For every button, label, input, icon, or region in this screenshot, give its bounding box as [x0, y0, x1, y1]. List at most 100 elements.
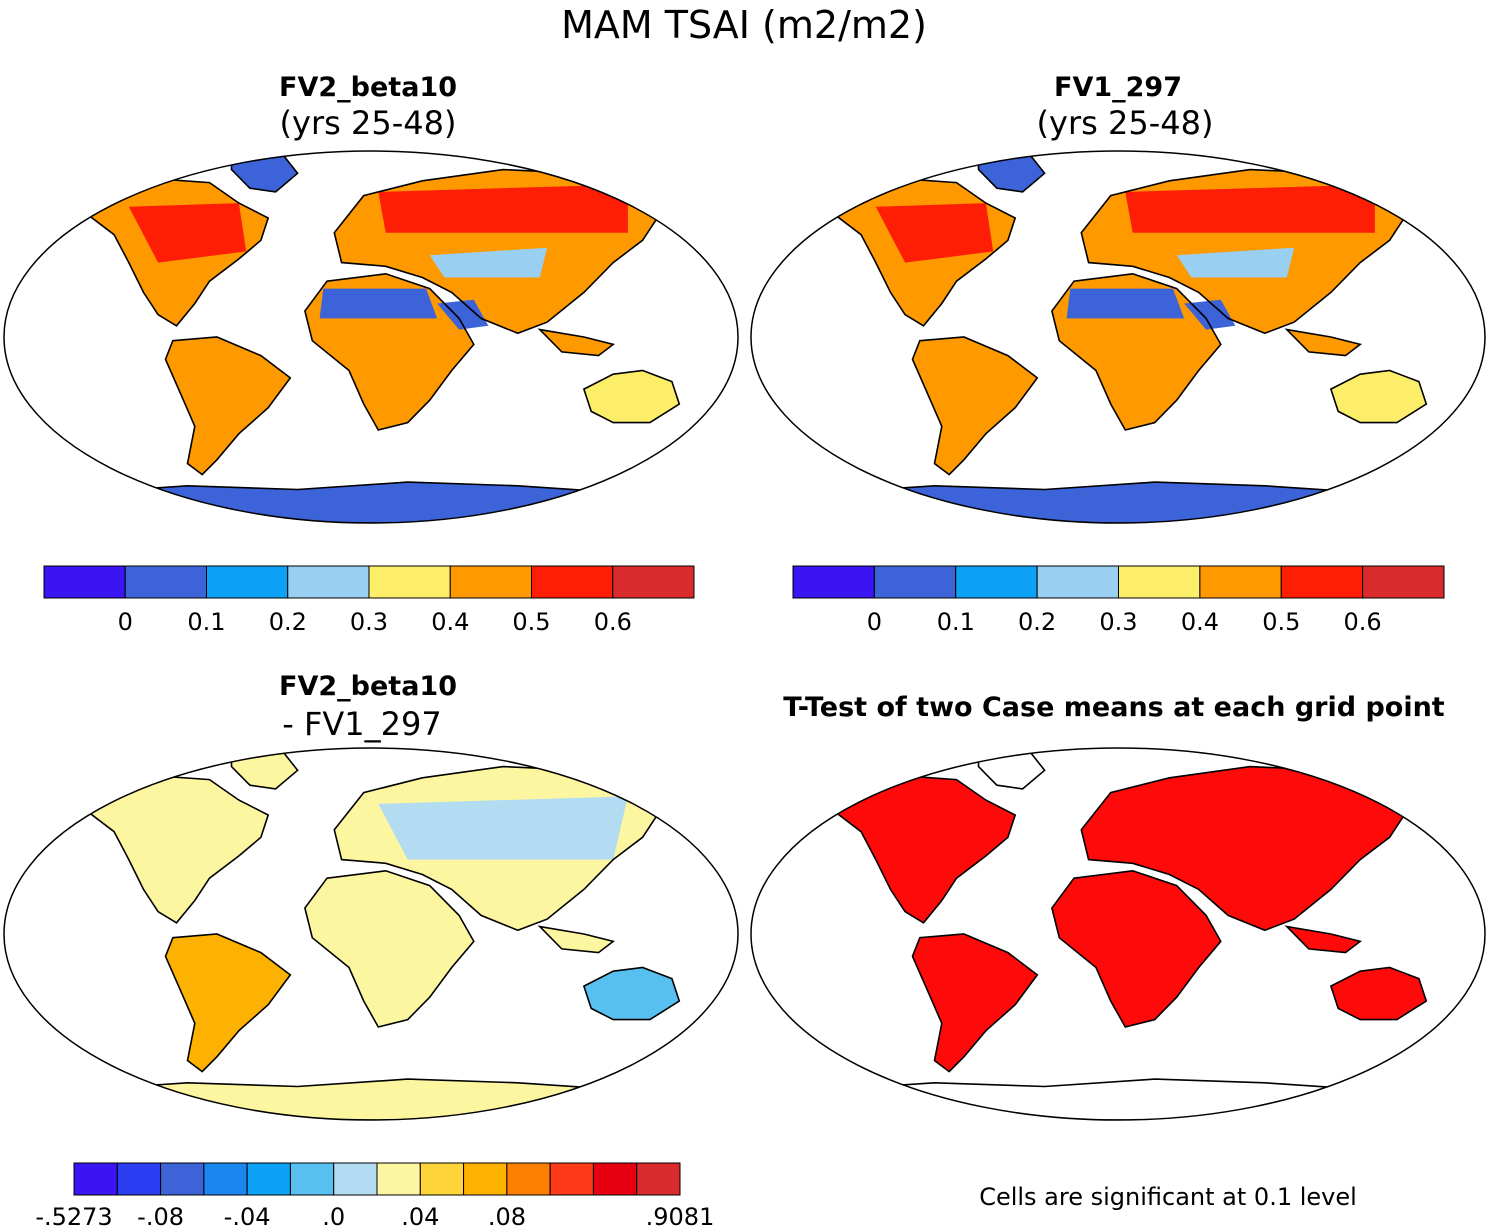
coastline-south-america [164, 336, 292, 476]
panel-subtitle-fv2: (yrs 25-48) [280, 104, 457, 142]
map-fv1 [804, 153, 1431, 523]
coastline-africa [1051, 869, 1222, 1028]
region-sahara [319, 885, 438, 916]
land-africa [1051, 870, 1221, 1027]
region-arabian-peninsula [1184, 299, 1236, 330]
colorbar-tick-label: 0.1 [937, 608, 975, 636]
coastline-australia [582, 369, 681, 424]
region-north-america [128, 203, 247, 263]
coastline-north-america [76, 178, 270, 327]
colorbar-swatch [792, 565, 875, 599]
map-border-fv2 [3, 150, 739, 524]
region-boreal-eurasia [1125, 184, 1375, 233]
region-arabian-peninsula [437, 299, 489, 330]
coastline-australia [1329, 966, 1428, 1021]
land-south-america [912, 934, 1038, 1072]
colorbar-tick-label: 0 [867, 608, 882, 636]
coastline-southeast-asia [1284, 328, 1363, 357]
ttest-footer: Cells are significant at 0.1 level [979, 1183, 1357, 1211]
panel-title-diff: FV2_beta10 [279, 671, 457, 702]
colorbar-swatch [1199, 565, 1282, 599]
coastline-antarctica [57, 1078, 684, 1120]
colorbar-tick-label: 0 [118, 608, 133, 636]
colorbar-tick-label: 0.1 [187, 608, 225, 636]
map-border-ttest [750, 747, 1486, 1121]
panel-subtitle-fv1: (yrs 25-48) [1037, 104, 1214, 142]
region-southern-africa [1110, 355, 1199, 401]
colorbar-tick-label: .04 [401, 1203, 439, 1227]
colorbar-swatch [873, 565, 957, 599]
colorbar-tick-label: 0.2 [269, 608, 307, 636]
land-southeast-asia [1286, 329, 1361, 356]
colorbar-swatch [368, 565, 451, 599]
region-antarctica [806, 482, 1430, 523]
coastline-antarctica [57, 481, 684, 523]
figure-title: MAM TSAI (m2/m2) [561, 3, 927, 47]
coastline-australia [1329, 369, 1428, 424]
coastline-africa [304, 272, 475, 431]
colorbar-fv2: 0 0.1 0.2 0.3 0.4 0.5 0.6 [43, 565, 695, 636]
colorbar-tick-label: 0.4 [431, 608, 469, 636]
colorbar-tick-label: .0 [322, 1203, 345, 1227]
region-central-asia [1176, 247, 1295, 278]
region-central-asia [429, 247, 548, 278]
colorbar-tick-label: 0.3 [1099, 608, 1137, 636]
colorbar-swatch [124, 565, 207, 599]
colorbar-swatch [955, 565, 1038, 599]
colorbar-swatch [289, 1162, 335, 1196]
colorbar-swatch [463, 1162, 508, 1196]
coastline-southeast-asia [537, 328, 616, 357]
colorbar-tick-label: 0.6 [594, 608, 632, 636]
panel-title-ttest: T-Test of two Case means at each grid po… [783, 692, 1445, 723]
colorbar-tick-label: -.08 [137, 1203, 184, 1227]
colorbar-tick-label: 0.5 [1262, 608, 1300, 636]
coastline-south-america [911, 336, 1039, 476]
region-eurasia [378, 796, 628, 860]
colorbar-tick-label: 0.3 [350, 608, 388, 636]
coastline-australia [582, 966, 681, 1021]
coastline-eurasia [333, 168, 666, 335]
panel-subtitle-diff: - FV1_297 [282, 705, 441, 743]
map-border-fv1 [750, 150, 1486, 524]
colorbar-swatch [246, 1162, 291, 1196]
region-antarctica [59, 1079, 684, 1120]
map-fv2 [57, 153, 684, 523]
colorbar-swatch [419, 1162, 465, 1196]
land-greenland [231, 751, 298, 789]
land-southeast-asia [1286, 926, 1361, 953]
region-greenland [978, 154, 1045, 192]
colorbar-swatch [549, 1162, 594, 1196]
colorbar-swatch [160, 1162, 205, 1196]
nonsignificant-greenland [978, 751, 1045, 789]
colorbar-swatch [43, 565, 126, 599]
region-australia [583, 370, 680, 423]
colorbar-swatch [1362, 565, 1445, 599]
colorbar-swatch [333, 1162, 378, 1196]
coastline-north-america [823, 178, 1017, 327]
coastline-antarctica [804, 1078, 1431, 1120]
colorbar-swatch [612, 565, 695, 599]
region-antarctica [59, 482, 684, 523]
colorbar-swatch [506, 1162, 551, 1196]
map-border-diff [3, 747, 739, 1121]
colorbar-swatch [73, 1162, 118, 1196]
colorbar-tick-label: -.04 [224, 1203, 271, 1227]
coastline-north-america [823, 775, 1017, 924]
land-north-america [824, 775, 1016, 923]
coastline-eurasia [333, 765, 666, 932]
region-greenland [231, 154, 298, 192]
colorbar-swatch [203, 1162, 248, 1196]
region-sahara [319, 288, 438, 319]
colorbar-tick-label: 0.4 [1181, 608, 1219, 636]
region-southern-africa [363, 355, 452, 401]
colorbar-swatch [1036, 565, 1120, 599]
land-eurasia [1081, 766, 1412, 931]
land-australia [1330, 967, 1427, 1020]
colorbar-swatch [592, 1162, 638, 1196]
coastline-eurasia [1080, 765, 1413, 932]
colorbar-tick-label: 0.2 [1018, 608, 1056, 636]
colorbar-tick-label: .08 [488, 1203, 526, 1227]
colorbar-tick-label: 0.6 [1344, 608, 1382, 636]
region-boreal-eurasia [378, 184, 628, 233]
